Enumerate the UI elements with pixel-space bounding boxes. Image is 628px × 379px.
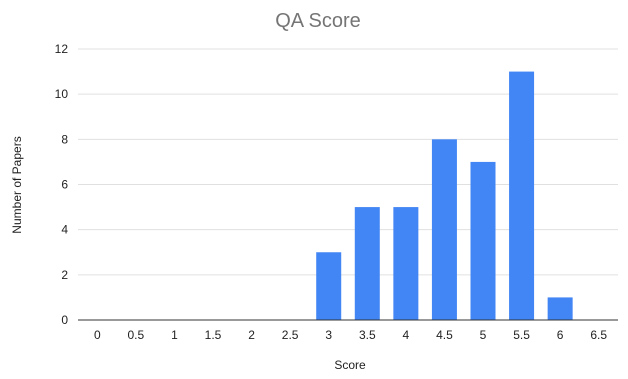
x-tick-label: 6 [557, 328, 564, 342]
x-tick-label: 3.5 [359, 328, 376, 342]
x-axis-label: Score [334, 358, 366, 372]
bar [470, 161, 496, 320]
y-tick-label: 10 [55, 87, 69, 101]
gridlines [78, 48, 618, 276]
x-tick-label: 4 [403, 328, 410, 342]
y-tick-label: 2 [61, 268, 68, 282]
y-tick-label: 8 [61, 132, 68, 146]
x-tick-label: 4.5 [436, 328, 453, 342]
bar [316, 252, 342, 320]
chart-title: QA Score [275, 10, 361, 32]
x-tick-label: 2.5 [282, 328, 299, 342]
y-tick-label: 6 [61, 178, 68, 192]
x-tick-label: 5.5 [513, 328, 530, 342]
x-axis-ticks: 0 0.5 1 1.5 2 2.5 3 3.5 4 4.5 5 5.5 6 6.5 [94, 328, 607, 342]
x-tick-label: 1 [171, 328, 178, 342]
x-tick-label: 2 [248, 328, 255, 342]
x-tick-label: 3 [325, 328, 332, 342]
bar [547, 297, 573, 320]
bar [509, 71, 535, 320]
y-axis-label: Number of Papers [10, 136, 24, 233]
x-tick-label: 1.5 [205, 328, 222, 342]
bar [431, 139, 457, 320]
bars [316, 71, 573, 320]
y-axis-ticks: 0 2 4 6 8 10 12 [55, 42, 69, 327]
bar [393, 207, 419, 320]
x-tick-label: 0 [94, 328, 101, 342]
y-tick-label: 12 [55, 42, 69, 56]
x-tick-label: 6.5 [590, 328, 607, 342]
x-tick-label: 0.5 [128, 328, 145, 342]
y-tick-label: 4 [61, 223, 68, 237]
x-tick-label: 5 [480, 328, 487, 342]
bar [354, 207, 380, 320]
y-tick-label: 0 [61, 313, 68, 327]
